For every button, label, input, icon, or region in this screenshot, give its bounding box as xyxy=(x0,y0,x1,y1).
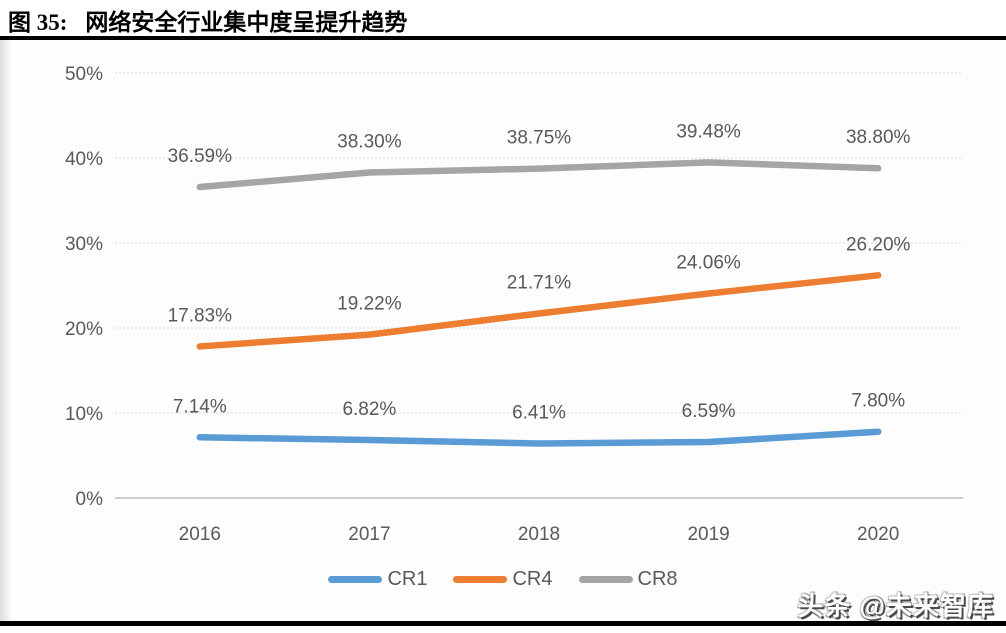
data-label-cr4: 26.20% xyxy=(846,234,911,255)
legend-label: CR8 xyxy=(637,568,678,590)
legend-swatch-cr4 xyxy=(453,576,508,583)
y-tick-label: 0% xyxy=(76,489,104,510)
data-label-cr8: 39.48% xyxy=(676,121,741,142)
data-label-cr4: 21.71% xyxy=(507,272,572,293)
x-tick-label: 2018 xyxy=(518,524,560,545)
x-tick-label: 2016 xyxy=(179,524,221,545)
data-label-cr4: 17.83% xyxy=(168,305,233,326)
chart-legend: CR1 CR4 CR8 xyxy=(0,568,1006,591)
legend-item-cr4: CR4 xyxy=(453,568,553,591)
series-line-cr1 xyxy=(196,428,882,447)
series-line-cr4 xyxy=(196,272,882,350)
x-tick-label: 2017 xyxy=(348,524,390,545)
y-tick-label: 40% xyxy=(65,149,103,170)
legend-label: CR4 xyxy=(512,568,553,590)
x-tick-label: 2020 xyxy=(857,524,899,545)
chart-left-shadow xyxy=(0,40,12,621)
figure-title-bar: 图 35: 网络安全行业集中度呈提升趋势 xyxy=(0,0,1006,36)
legend-item-cr8: CR8 xyxy=(578,568,678,591)
data-label-cr8: 38.80% xyxy=(846,127,911,148)
data-label-cr8: 38.75% xyxy=(507,128,572,149)
legend-label: CR1 xyxy=(387,568,428,590)
legend-swatch-cr8 xyxy=(578,576,633,583)
figure-title: 图 35: 网络安全行业集中度呈提升趋势 xyxy=(8,3,407,37)
legend-item-cr1: CR1 xyxy=(328,568,427,591)
x-tick-label: 2019 xyxy=(687,524,729,545)
figure-title-text: 网络安全行业集中度呈提升趋势 xyxy=(85,10,408,35)
data-label-cr1: 7.80% xyxy=(851,391,905,412)
data-label-cr1: 7.14% xyxy=(173,396,227,417)
data-label-cr8: 36.59% xyxy=(168,146,233,167)
figure-number-label: 图 35: xyxy=(8,10,68,35)
y-tick-label: 10% xyxy=(65,404,103,425)
series-line-cr8 xyxy=(196,159,882,191)
data-label-cr4: 24.06% xyxy=(676,252,741,273)
chart-area xyxy=(0,40,1006,621)
data-label-cr1: 6.82% xyxy=(342,399,396,420)
y-tick-label: 50% xyxy=(65,64,103,85)
y-tick-label: 30% xyxy=(65,234,103,255)
data-label-cr8: 38.30% xyxy=(337,131,402,152)
data-label-cr4: 19.22% xyxy=(337,294,402,315)
bottom-rule xyxy=(0,621,1006,626)
watermark: 头条 @未来智库 xyxy=(797,591,994,621)
data-label-cr1: 6.59% xyxy=(682,401,736,422)
y-tick-label: 20% xyxy=(65,319,103,340)
title-underline-rule xyxy=(0,36,1006,40)
data-label-cr1: 6.41% xyxy=(512,403,566,424)
legend-swatch-cr1 xyxy=(328,576,383,583)
